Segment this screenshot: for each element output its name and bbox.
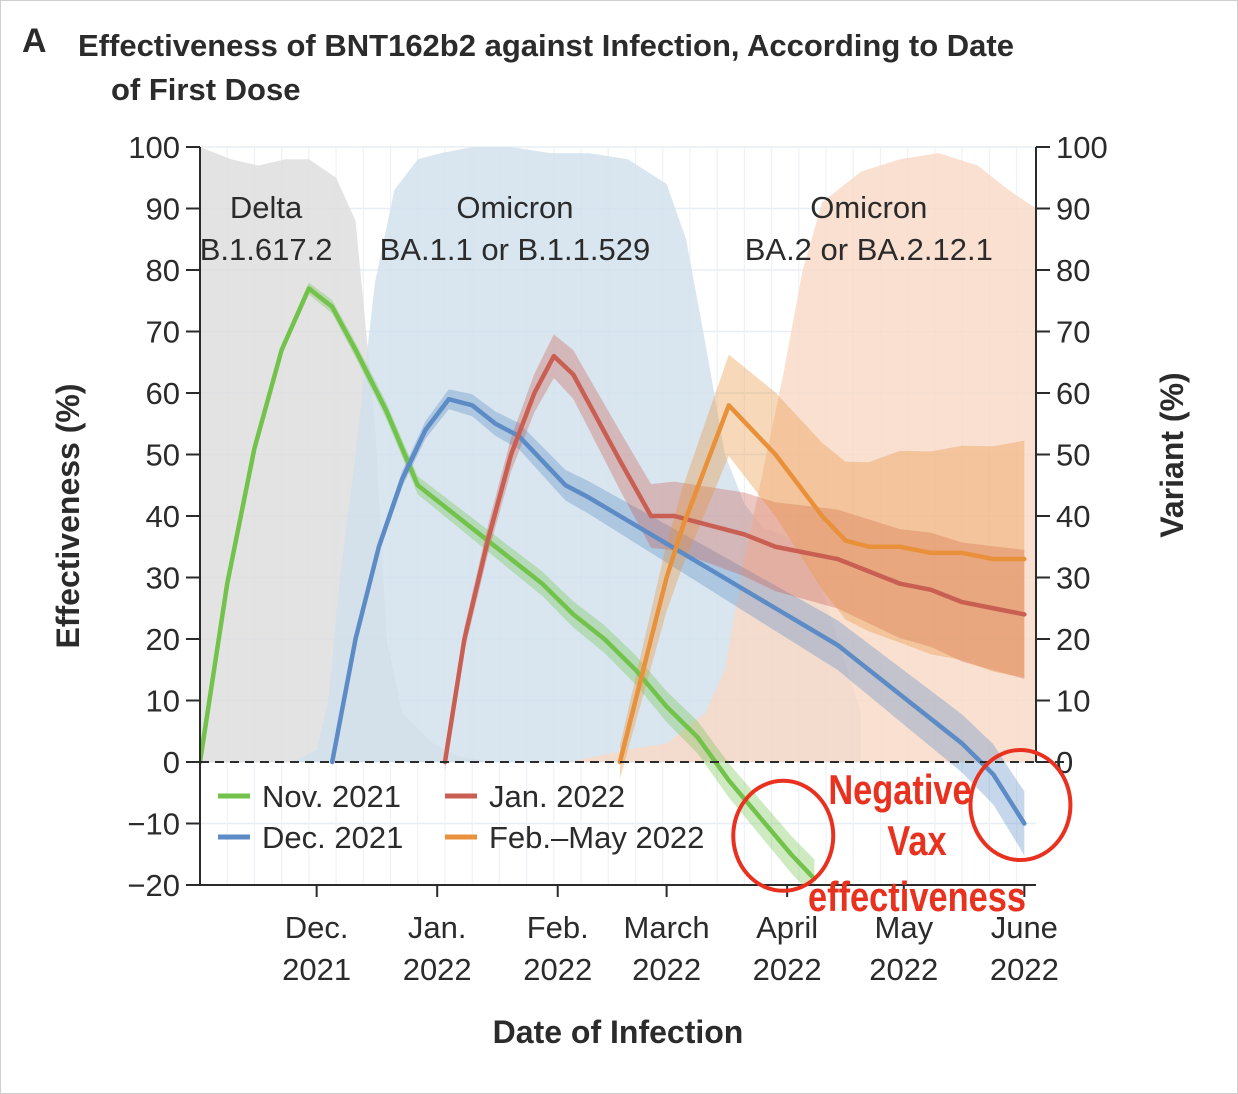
y-tick-label: −10 xyxy=(127,807,180,842)
x-tick-label-month: June xyxy=(991,910,1058,945)
series-lines xyxy=(200,286,1027,882)
variant-label-lineage: BA.1.1 or B.1.1.529 xyxy=(380,232,651,267)
x-tick-label-year: 2022 xyxy=(990,952,1059,987)
y-tick-label: 60 xyxy=(146,376,180,411)
y-tick-label: 70 xyxy=(146,315,180,350)
y2-tick-label: 50 xyxy=(1056,438,1090,473)
y-tick-label: 40 xyxy=(146,499,180,534)
legend: Nov. 2021 Dec. 2021 Jan. 2022 Feb.–May 2022 xyxy=(218,779,704,855)
y2-axis-title: Variant (%) xyxy=(1154,372,1190,537)
confidence-band xyxy=(619,354,1025,779)
y-tick-label: 0 xyxy=(163,745,180,780)
y2-tick-label: 40 xyxy=(1056,499,1090,534)
axes: 1009080706050403020100−10−20100908070605… xyxy=(50,130,1190,1050)
y-tick-label: −20 xyxy=(127,868,180,903)
x-tick-label-month: Dec. xyxy=(285,910,349,945)
y2-tick-label: 10 xyxy=(1056,684,1090,719)
y2-tick-label: 30 xyxy=(1056,561,1090,596)
variant-area xyxy=(200,147,492,762)
highlight-circle xyxy=(731,778,836,893)
annotation-text: Vax xyxy=(887,818,947,865)
y-tick-label: 10 xyxy=(146,684,180,719)
y-tick-label: 90 xyxy=(146,192,180,227)
series-line xyxy=(329,396,1027,826)
variant-label-lineage: B.1.617.2 xyxy=(200,232,333,267)
y-tick-label: 20 xyxy=(146,622,180,657)
chart-title-line-2: of First Dose xyxy=(111,72,301,107)
y-tick-label: 80 xyxy=(146,253,180,288)
y-tick-label: 100 xyxy=(128,130,180,165)
variant-label-name: Delta xyxy=(230,190,303,225)
x-tick-label-year: 2022 xyxy=(523,952,592,987)
confidence-bands xyxy=(200,282,1025,885)
x-tick-label-year: 2022 xyxy=(632,952,701,987)
y2-tick-label: 80 xyxy=(1056,253,1090,288)
variant-labels: Delta B.1.617.2 Omicron BA.1.1 or B.1.1.529… xyxy=(200,190,993,267)
y2-tick-label: 90 xyxy=(1056,192,1090,227)
x-tick-label-month: Jan. xyxy=(408,910,467,945)
chart-title: Effectiveness of BNT162b2 against Infect… xyxy=(78,24,1158,112)
series-line xyxy=(200,286,817,882)
legend-label: Nov. 2021 xyxy=(262,779,401,814)
y-tick-label: 50 xyxy=(146,438,180,473)
variant-label-name: Omicron xyxy=(810,190,927,225)
y2-tick-label: 20 xyxy=(1056,622,1090,657)
legend-label: Jan. 2022 xyxy=(489,779,625,814)
variant-areas xyxy=(200,147,1036,762)
panel-letter: A xyxy=(22,22,47,60)
x-tick-label-year: 2022 xyxy=(869,952,938,987)
variant-label-lineage: BA.2 or BA.2.12.1 xyxy=(745,232,993,267)
x-tick-label-month: Feb. xyxy=(527,910,589,945)
x-axis-title: Date of Infection xyxy=(493,1014,744,1050)
variant-area xyxy=(293,147,862,762)
legend-label: Feb.–May 2022 xyxy=(489,820,704,855)
confidence-band xyxy=(200,282,815,885)
variant-area xyxy=(511,153,1036,762)
x-tick-label-month: May xyxy=(875,910,934,945)
y2-tick-label: 70 xyxy=(1056,315,1090,350)
x-tick-label-month: April xyxy=(756,910,818,945)
series-line xyxy=(442,353,1027,765)
x-tick-label-year: 2022 xyxy=(403,952,472,987)
y2-tick-label: 0 xyxy=(1056,745,1073,780)
y-tick-label: 30 xyxy=(146,561,180,596)
x-tick-label-month: March xyxy=(624,910,710,945)
annotation-text: Negative xyxy=(828,767,971,814)
y2-tick-label: 100 xyxy=(1056,130,1108,165)
series-line xyxy=(617,403,1027,765)
variant-label-name: Omicron xyxy=(456,190,573,225)
legend-label: Dec. 2021 xyxy=(262,820,403,855)
highlight-circle xyxy=(968,748,1073,863)
chart-title-line-1: Effectiveness of BNT162b2 against Infect… xyxy=(78,28,1014,63)
x-tick-label-year: 2022 xyxy=(753,952,822,987)
x-tick-label-year: 2021 xyxy=(282,952,351,987)
annotation-text: effectiveness xyxy=(808,874,1026,921)
y2-tick-label: 60 xyxy=(1056,376,1090,411)
confidence-band xyxy=(444,334,1025,772)
y-axis-title: Effectiveness (%) xyxy=(50,384,86,649)
